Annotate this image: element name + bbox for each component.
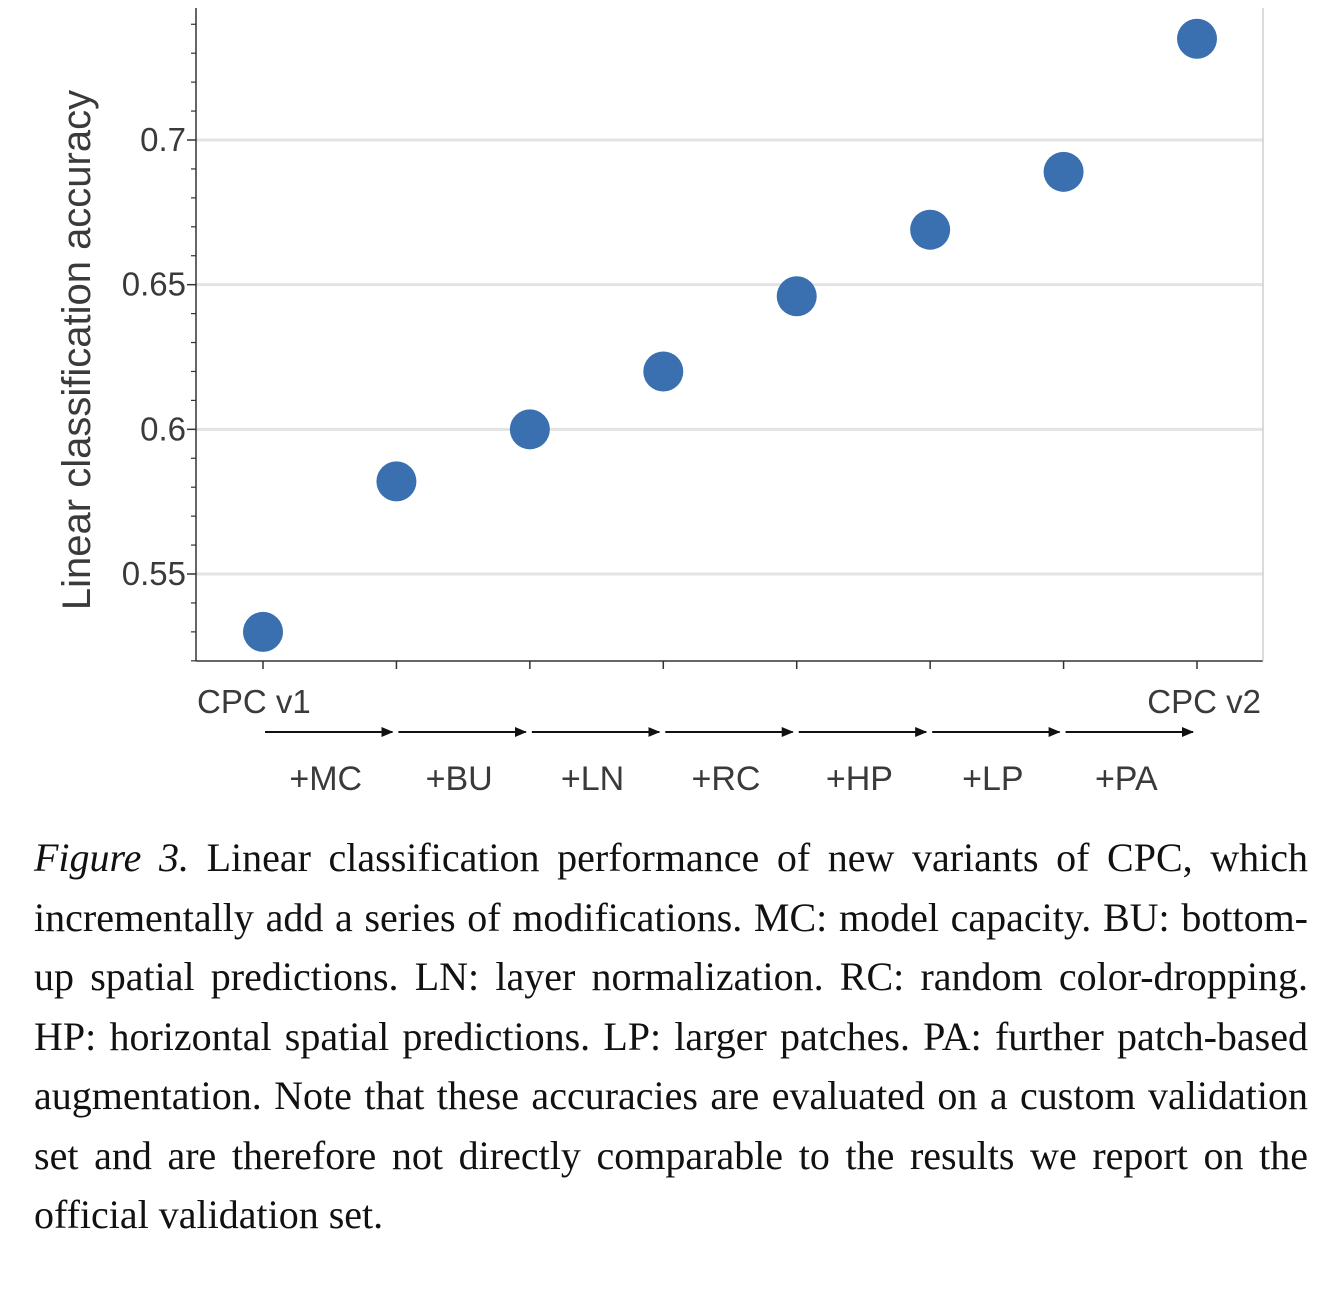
data-point — [509, 409, 550, 450]
data-point — [376, 461, 417, 502]
modification-label: +LP — [962, 760, 1023, 798]
modification-labels: +MC +BU +LN +RC +HP +LP +PA — [289, 760, 1158, 798]
y-tick-label: 0.6 — [140, 410, 186, 447]
modification-label: +HP — [826, 760, 893, 798]
data-point — [643, 351, 684, 392]
data-point — [1177, 18, 1218, 59]
modification-label: +BU — [426, 760, 493, 798]
data-point — [243, 611, 283, 652]
modification-label: +RC — [692, 760, 761, 798]
x-ticks — [262, 661, 1198, 669]
y-axis-label: Linear classification accuracy — [55, 90, 99, 610]
data-point — [910, 209, 951, 250]
modification-label: +MC — [289, 760, 362, 798]
y-tick-label: 0.65 — [122, 266, 186, 303]
y-tick-label: 0.7 — [140, 121, 186, 158]
grid-lines — [196, 138, 1263, 576]
scatter-chart: 0.55 0.6 0.65 0.7 Linear classification acc… — [55, 8, 1264, 798]
modification-label: +PA — [1095, 760, 1158, 798]
end-label: CPC v2 — [1147, 683, 1261, 720]
caption-label: Figure 3. — [34, 835, 189, 880]
modification-label: +LN — [561, 760, 624, 798]
data-points — [243, 18, 1218, 652]
caption-text: Linear classification performance of new… — [34, 835, 1308, 1237]
y-tick-label: 0.55 — [122, 555, 186, 592]
axes — [195, 8, 1264, 662]
data-point — [776, 276, 817, 317]
start-label: CPC v1 — [197, 683, 311, 720]
figure-caption: Figure 3. Linear classification performa… — [34, 828, 1308, 1245]
y-ticks: 0.55 0.6 0.65 0.7 — [122, 23, 196, 662]
data-point — [1043, 151, 1084, 192]
